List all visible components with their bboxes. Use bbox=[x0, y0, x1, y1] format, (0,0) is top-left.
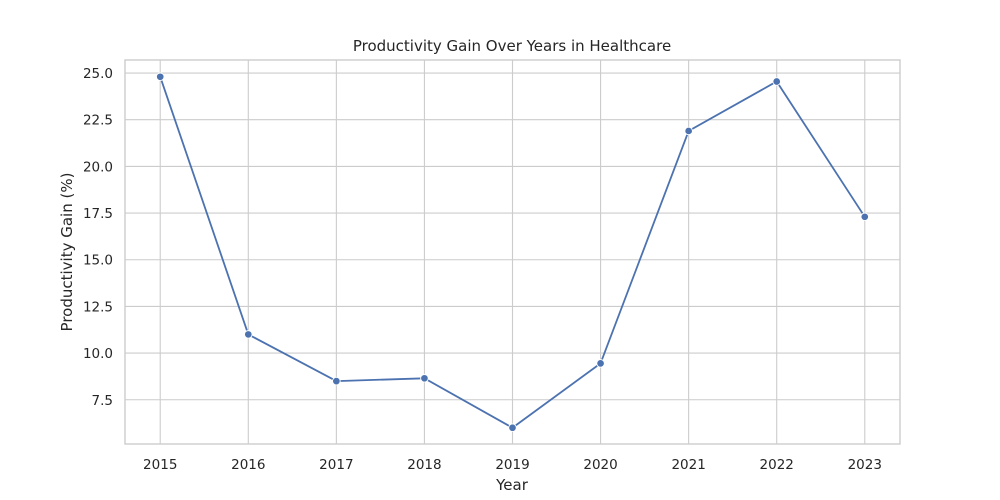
y-tick-label: 22.5 bbox=[83, 113, 113, 129]
x-tick-label: 2018 bbox=[407, 457, 441, 473]
x-axis-ticks: 2015 2016 2017 2018 2019 2020 2021 2022 2023 bbox=[143, 457, 882, 473]
y-tick-label: 25.0 bbox=[83, 66, 113, 82]
y-tick-label: 10.0 bbox=[83, 346, 113, 362]
data-point bbox=[420, 374, 429, 383]
data-point bbox=[155, 72, 165, 82]
x-tick-label: 2023 bbox=[848, 457, 882, 473]
grid-lines bbox=[125, 60, 900, 444]
x-tick-label: 2017 bbox=[319, 457, 353, 473]
series-layer bbox=[155, 72, 870, 433]
data-point bbox=[244, 330, 253, 339]
data-point bbox=[684, 126, 693, 136]
x-tick-label: 2015 bbox=[143, 457, 177, 473]
data-point bbox=[860, 212, 870, 222]
y-axis-ticks: 7.5 10.0 12.5 15.0 17.5 20.0 22.5 25.0 bbox=[83, 66, 113, 409]
y-axis-label: Productivity Gain (%) bbox=[58, 173, 76, 332]
y-tick-label: 12.5 bbox=[83, 299, 113, 315]
data-point bbox=[332, 376, 341, 386]
x-tick-label: 2019 bbox=[495, 457, 529, 473]
data-point bbox=[772, 77, 781, 86]
x-tick-label: 2016 bbox=[231, 457, 265, 473]
y-tick-label: 20.0 bbox=[83, 159, 113, 175]
y-tick-label: 7.5 bbox=[92, 393, 113, 409]
plot-area bbox=[124, 59, 901, 445]
x-tick-label: 2021 bbox=[671, 457, 705, 473]
x-axis-label: Year bbox=[495, 476, 529, 494]
y-tick-label: 17.5 bbox=[83, 206, 113, 222]
x-tick-label: 2022 bbox=[760, 457, 794, 473]
chart-title: Productivity Gain Over Years in Healthca… bbox=[353, 37, 671, 55]
data-point bbox=[596, 359, 605, 368]
x-tick-label: 2020 bbox=[583, 457, 617, 473]
y-tick-label: 15.0 bbox=[83, 253, 113, 269]
data-point bbox=[508, 423, 517, 433]
